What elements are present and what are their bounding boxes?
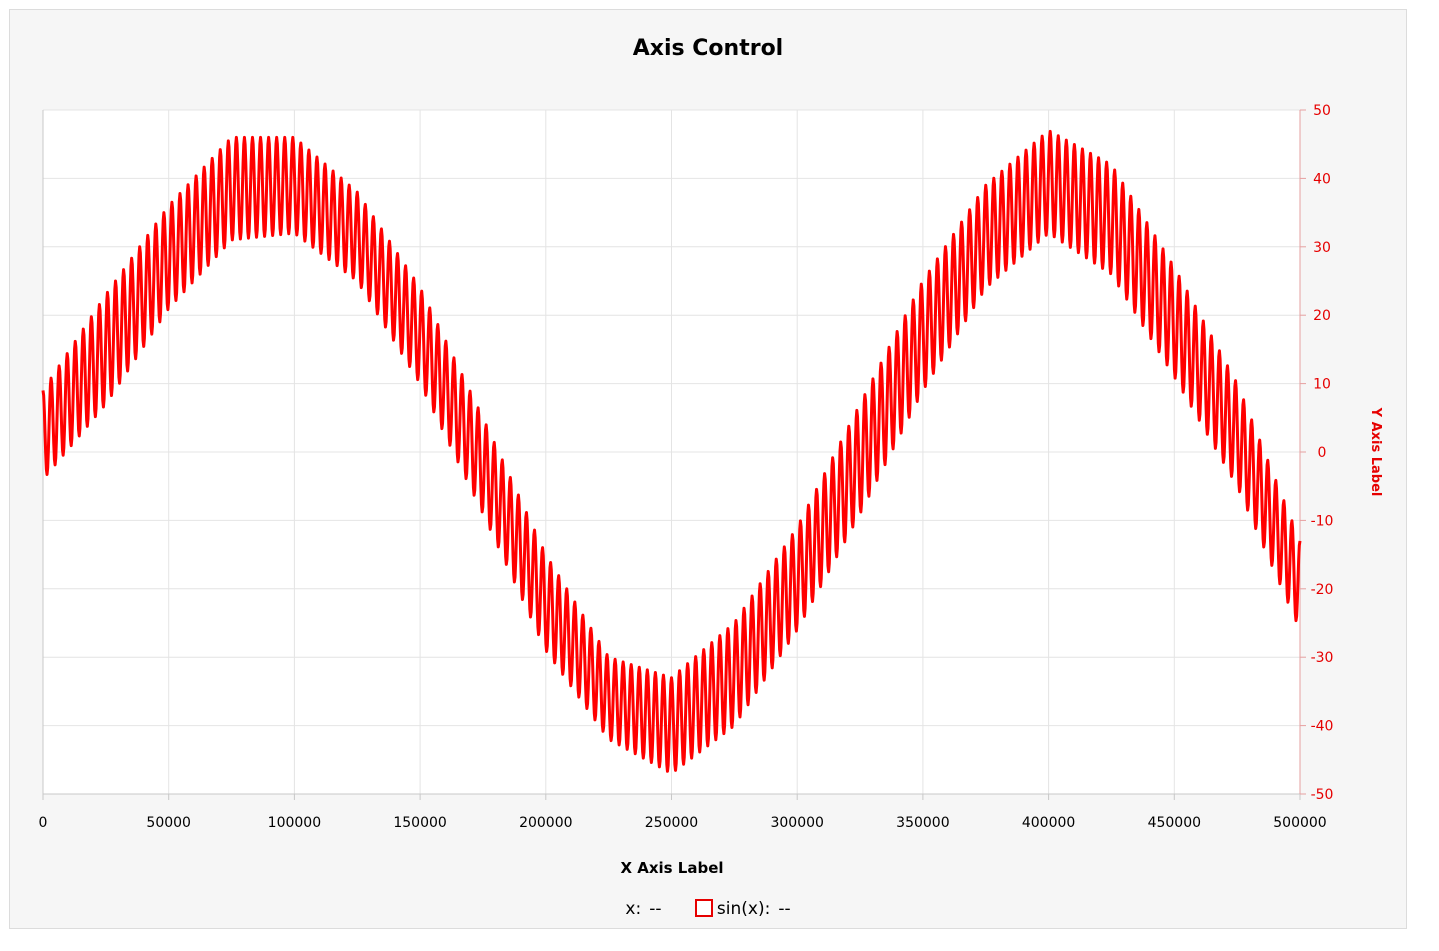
x-tick-label: 50000 <box>146 815 191 831</box>
y-tick-label: 0 <box>1318 445 1327 461</box>
y-tick-label: 50 <box>1313 103 1331 119</box>
y-tick-label: 40 <box>1313 171 1331 187</box>
legend-series-label: sin(x): <box>716 899 771 919</box>
y-tick-labels: 50 40 30 20 10 0 -10 -20 -30 -40 -50 <box>1311 103 1334 803</box>
x-tick-labels: 0 50000 100000 150000 200000 250000 300000 3500… <box>39 815 1327 831</box>
legend-x-readout: x: -- <box>625 899 661 919</box>
y-tick-label: 20 <box>1313 308 1331 324</box>
x-tick-label: 0 <box>39 815 48 831</box>
x-tick-label: 450000 <box>1148 815 1201 831</box>
x-tick-label: 500000 <box>1273 815 1326 831</box>
x-tick-label: 350000 <box>896 815 949 831</box>
legend-series-item[interactable]: sin(x): -- <box>694 899 791 919</box>
chart-title: Axis Control <box>632 36 784 61</box>
y-axis-label: Y Axis Label <box>1368 407 1383 497</box>
x-tick-label: 250000 <box>645 815 698 831</box>
x-axis-label: X Axis Label <box>620 859 723 877</box>
y-tick-label: 10 <box>1313 377 1331 393</box>
y-tick-label: -50 <box>1311 787 1334 803</box>
x-tick-label: 300000 <box>770 815 823 831</box>
y-tick-label: 30 <box>1313 240 1331 256</box>
y-tick-label: -30 <box>1311 650 1334 666</box>
legend: x: -- sin(x): -- <box>0 899 1416 919</box>
legend-series-value: -- <box>778 899 791 919</box>
legend-x-value: -- <box>649 899 662 919</box>
legend-series-swatch[interactable] <box>694 899 713 917</box>
legend-x-label: x: <box>625 899 642 919</box>
series-line-sin-x <box>41 129 1302 773</box>
y-tick-label: -10 <box>1311 513 1334 529</box>
y-tick-label: -40 <box>1311 719 1334 735</box>
x-tick-label: 150000 <box>393 815 446 831</box>
series-layer <box>41 129 1302 773</box>
y-tick-label: -20 <box>1311 582 1334 598</box>
x-tick-label: 200000 <box>519 815 572 831</box>
x-tick-label: 400000 <box>1022 815 1075 831</box>
x-tick-label: 100000 <box>268 815 321 831</box>
